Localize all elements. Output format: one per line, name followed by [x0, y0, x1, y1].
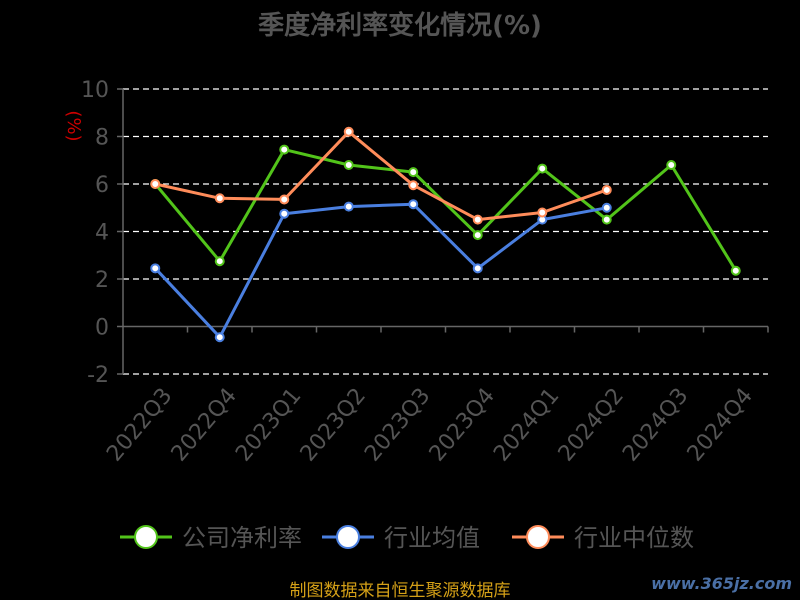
y-tick-label: 10: [81, 78, 109, 103]
data-point: [408, 199, 419, 210]
series-1: [150, 199, 612, 343]
data-point: [343, 160, 354, 170]
data-point: [279, 144, 290, 155]
data-point: [730, 265, 741, 276]
legend: 公司净利率 行业均值 行业中位数: [120, 524, 694, 552]
data-point: [472, 230, 483, 241]
x-tick-label: 2022Q3: [102, 384, 177, 467]
x-tick-label: 2023Q1: [231, 384, 306, 467]
legend-item: 行业均值: [322, 524, 480, 552]
data-point: [537, 163, 548, 174]
data-point: [214, 256, 225, 267]
data-point: [343, 201, 354, 212]
data-point: [601, 202, 612, 213]
data-point: [472, 263, 483, 274]
legend-label: 公司净利率: [182, 524, 302, 552]
x-tick-label: 2022Q4: [167, 384, 242, 467]
y-tick-label: 4: [95, 221, 109, 246]
legend-marker: [336, 525, 360, 549]
data-point: [601, 214, 612, 225]
legend-item: 行业中位数: [512, 524, 694, 552]
series-line: [154, 148, 738, 272]
x-tick-label: 2024Q4: [683, 384, 758, 467]
data-point: [343, 126, 354, 137]
data-point: [279, 194, 290, 205]
data-point: [408, 180, 419, 191]
legend-label: 行业均值: [384, 524, 480, 552]
y-tick-label: 6: [95, 173, 109, 198]
series-layer: [150, 126, 741, 343]
legend-marker: [134, 525, 158, 549]
data-point: [408, 167, 419, 178]
y-tick-label: 8: [95, 126, 109, 151]
gridlines: [123, 88, 768, 375]
data-point: [279, 208, 290, 219]
data-point: [150, 179, 161, 189]
chart-title: 季度净利率变化情况(%): [258, 10, 542, 41]
x-tick-label: 2024Q3: [618, 384, 693, 467]
data-point: [666, 160, 677, 170]
y-tick-label: 2: [95, 268, 109, 293]
series-2: [150, 126, 612, 225]
x-tick-label: 2023Q2: [296, 384, 371, 467]
x-tick-label: 2023Q4: [425, 384, 500, 467]
x-tick-label: 2024Q2: [554, 384, 629, 467]
legend-item: 公司净利率: [120, 524, 302, 552]
data-point: [601, 184, 612, 195]
legend-marker: [526, 525, 550, 549]
data-point: [472, 214, 483, 225]
series-line: [154, 202, 608, 339]
watermark: www.365jz.com: [651, 574, 792, 593]
source-note: 制图数据来自恒生聚源数据库: [290, 581, 511, 600]
y-tick-label: -2: [87, 363, 109, 388]
data-point: [537, 207, 548, 218]
series-line: [154, 130, 608, 222]
data-point: [214, 332, 225, 343]
x-tick-label: 2024Q1: [489, 384, 564, 467]
series-0: [150, 144, 741, 276]
legend-label: 行业中位数: [574, 524, 694, 552]
y-tick-label: 0: [95, 316, 109, 341]
data-point: [150, 263, 161, 274]
x-tick-label: 2023Q3: [360, 384, 435, 467]
y-axis-label: (%): [63, 110, 84, 141]
data-point: [214, 193, 225, 204]
